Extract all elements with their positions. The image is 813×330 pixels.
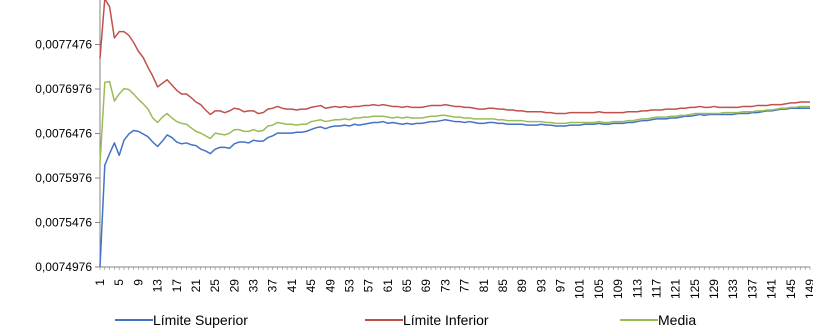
x-tick-label: 137 bbox=[745, 279, 759, 299]
y-tick-label: 0,0076976 bbox=[35, 82, 92, 96]
x-tick-label: 141 bbox=[765, 279, 779, 299]
x-tick-label: 89 bbox=[515, 279, 529, 293]
x-tick-label: 13 bbox=[151, 279, 165, 293]
series-line-1 bbox=[99, 0, 810, 116]
x-tick-label: 73 bbox=[438, 279, 452, 293]
x-tick-label: 25 bbox=[208, 279, 222, 293]
x-tick-label: 117 bbox=[649, 279, 663, 298]
x-tick-label: 125 bbox=[688, 279, 702, 299]
x-tick-label: 109 bbox=[611, 279, 625, 299]
x-tick-label: 5 bbox=[112, 279, 126, 286]
x-tick-label: 49 bbox=[323, 279, 337, 293]
x-tick-label: 113 bbox=[630, 279, 644, 298]
y-tick-label: 0,0075976 bbox=[35, 171, 92, 185]
x-tick-label: 97 bbox=[554, 279, 568, 293]
x-tick-label: 65 bbox=[400, 279, 414, 293]
y-axis: 0,0074976 0,0075476 0,0075976 0,0076476 0,00… bbox=[35, 0, 101, 274]
x-tick-label: 105 bbox=[592, 279, 606, 299]
legend: Límite Superior Límite Inferior Media bbox=[115, 312, 696, 328]
x-tick-label: 33 bbox=[247, 279, 261, 293]
x-tick-label: 37 bbox=[266, 279, 280, 293]
x-tick-label: 129 bbox=[707, 279, 721, 299]
series-line-2 bbox=[99, 80, 810, 164]
y-tick-label: 0,0074976 bbox=[35, 260, 92, 274]
x-tick-label: 41 bbox=[285, 279, 299, 293]
x-tick-label: 133 bbox=[726, 279, 740, 299]
x-tick-label: 53 bbox=[342, 279, 356, 293]
series-line-0 bbox=[99, 107, 810, 268]
x-tick-label: 93 bbox=[534, 279, 548, 293]
y-tick-label: 0,0077476 bbox=[35, 38, 92, 52]
x-tick-label: 17 bbox=[170, 279, 184, 293]
x-tick-label: 9 bbox=[131, 279, 145, 286]
x-tick-label: 85 bbox=[496, 279, 510, 293]
x-tick-label: 69 bbox=[419, 279, 433, 293]
series-lines bbox=[99, 0, 810, 268]
x-tick-label: 77 bbox=[458, 279, 472, 293]
x-tick-label: 101 bbox=[573, 279, 587, 299]
x-tick-label: 121 bbox=[669, 279, 683, 299]
x-tick-label: 1 bbox=[93, 279, 107, 286]
x-axis: 1 5 9 13 17 21 25 29 33 37 41 45 49 53 57 61 65 69 73 77 81 8… bbox=[93, 266, 813, 299]
legend-label: Límite Superior bbox=[153, 312, 248, 328]
y-tick-label: 0,0076476 bbox=[35, 127, 92, 141]
x-tick-label: 81 bbox=[477, 279, 491, 293]
legend-label: Media bbox=[658, 312, 696, 328]
x-tick-label: 149 bbox=[803, 279, 813, 299]
x-tick-label: 61 bbox=[381, 279, 395, 293]
x-tick-label: 57 bbox=[362, 279, 376, 293]
x-tick-label: 145 bbox=[784, 279, 798, 299]
legend-label: Límite Inferior bbox=[403, 312, 489, 328]
x-tick-label: 45 bbox=[304, 279, 318, 293]
x-tick-label: 29 bbox=[227, 279, 241, 293]
y-tick-label: 0,0075476 bbox=[35, 216, 92, 230]
x-tick-label: 21 bbox=[189, 279, 203, 293]
